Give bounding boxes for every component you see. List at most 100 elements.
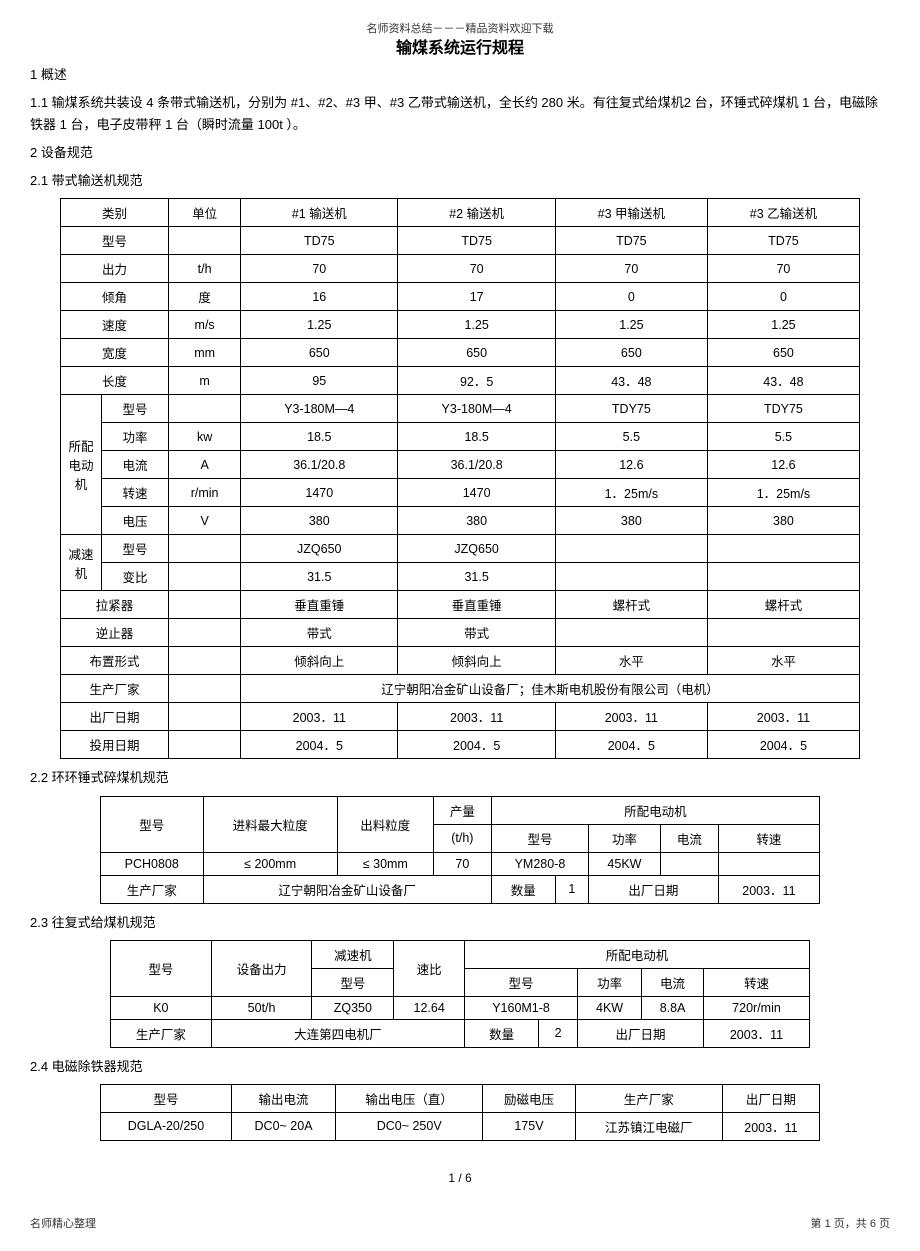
cell: 变比 [102,563,169,591]
cell: 电流 [102,451,169,479]
cell: 70 [433,852,491,875]
cell [718,852,819,875]
cell: 650 [241,339,398,367]
cell: TD75 [241,227,398,255]
cell: t/h [169,255,241,283]
cell: 12.6 [707,451,859,479]
cell: 2004．5 [241,731,398,759]
cell: 1．25m/s [555,479,707,507]
cell: 数量 [465,1019,539,1047]
cell: 70 [555,255,707,283]
cell: 1．25m/s [707,479,859,507]
cell: 2003．11 [398,703,555,731]
cell: JZQ650 [398,535,555,563]
cell: 2003．11 [241,703,398,731]
cell: 出厂日期 [578,1019,704,1047]
cell: 拉紧器 [61,591,169,619]
cell: 12.6 [555,451,707,479]
cell: TD75 [707,227,859,255]
cell: 带式 [241,619,398,647]
cell: 1470 [398,479,555,507]
cell: 43．48 [555,367,707,395]
cell: 175V [483,1112,575,1140]
cell [169,563,241,591]
col-header: 型号 [101,796,204,852]
section-1-paragraph: 1.1 输煤系统共装设 4 条带式输送机，分别为 #1、#2、#3 甲、#3 乙… [30,92,890,136]
cell: 长度 [61,367,169,395]
cell [707,535,859,563]
col-header: 产量 [433,796,491,824]
page-title: 输煤系统运行规程 [30,34,890,58]
cell: 2003．11 [703,1019,809,1047]
cell: 43．48 [707,367,859,395]
cell: 2004．5 [707,731,859,759]
cell: 垂直重锤 [241,591,398,619]
cell: 31.5 [241,563,398,591]
col-header: 减速机 [312,940,394,968]
motor-group-label: 所配电动机 [61,395,102,535]
col-header: 所配电动机 [491,796,819,824]
cell: 16 [241,283,398,311]
cell: 水平 [555,647,707,675]
cell: 2004．5 [555,731,707,759]
cell: 型号 [61,227,169,255]
cell [169,395,241,423]
cell: 出力 [61,255,169,283]
cell: DGLA-20/250 [101,1112,232,1140]
col-header: 所配电动机 [465,940,810,968]
cell: 70 [398,255,555,283]
cell: 70 [241,255,398,283]
col-header: #1 输送机 [241,199,398,227]
col-header: 设备出力 [211,940,312,996]
col-header: (t/h) [433,824,491,852]
cell: 生产厂家 [61,675,169,703]
section-1-heading: 1 概述 [30,64,890,86]
cell: 投用日期 [61,731,169,759]
cell: 倾斜向上 [241,647,398,675]
cell: Y3-180M—4 [241,395,398,423]
conveyor-spec-table: 类别 单位 #1 输送机 #2 输送机 #3 甲输送机 #3 乙输送机 型号TD… [60,198,860,759]
cell: 宽度 [61,339,169,367]
cell: 转速 [102,479,169,507]
reducer-group-label: 减速机 [61,535,102,591]
cell [169,731,241,759]
col-header: 转速 [703,968,809,996]
cell: 0 [555,283,707,311]
cell: ≤ 200mm [203,852,337,875]
cell: 1.25 [555,311,707,339]
separator-spec-table: 型号 输出电流 输出电压（直） 励磁电压 生产厂家 出厂日期 DGLA-20/2… [100,1084,820,1141]
cell: 度 [169,283,241,311]
col-header: 励磁电压 [483,1084,575,1112]
cell: 5.5 [555,423,707,451]
cell [169,227,241,255]
cell: 螺杆式 [555,591,707,619]
cell: 型号 [102,535,169,563]
cell: TD75 [398,227,555,255]
cell: m [169,367,241,395]
feeder-spec-table: 型号 设备出力 减速机 速比 所配电动机 型号 型号 功率 电流 转速 K0 5… [110,940,810,1048]
col-header: 出厂日期 [722,1084,819,1112]
cell: 辽宁朝阳冶金矿山设备厂 [203,875,491,903]
col-header: #3 乙输送机 [707,199,859,227]
footer-left: 名师精心整理 [30,1215,96,1231]
cell: 江苏镇江电磁厂 [575,1112,722,1140]
cell: 36.1/20.8 [398,451,555,479]
cell: 2003．11 [707,703,859,731]
cell: A [169,451,241,479]
cell: m/s [169,311,241,339]
cell: Y160M1-8 [465,996,578,1019]
col-header: 电流 [642,968,704,996]
cell: TD75 [555,227,707,255]
crusher-spec-table: 型号 进料最大粒度 出料粒度 产量 所配电动机 (t/h) 型号 功率 电流 转… [100,796,820,904]
col-header: 类别 [61,199,169,227]
cell [707,563,859,591]
cell: 1 [555,875,588,903]
col-header: 出料粒度 [337,796,433,852]
cell: 1470 [241,479,398,507]
cell [169,591,241,619]
cell: 大连第四电机厂 [211,1019,464,1047]
cell: JZQ650 [241,535,398,563]
col-header: 生产厂家 [575,1084,722,1112]
col-header: 型号 [312,968,394,996]
cell: 380 [398,507,555,535]
